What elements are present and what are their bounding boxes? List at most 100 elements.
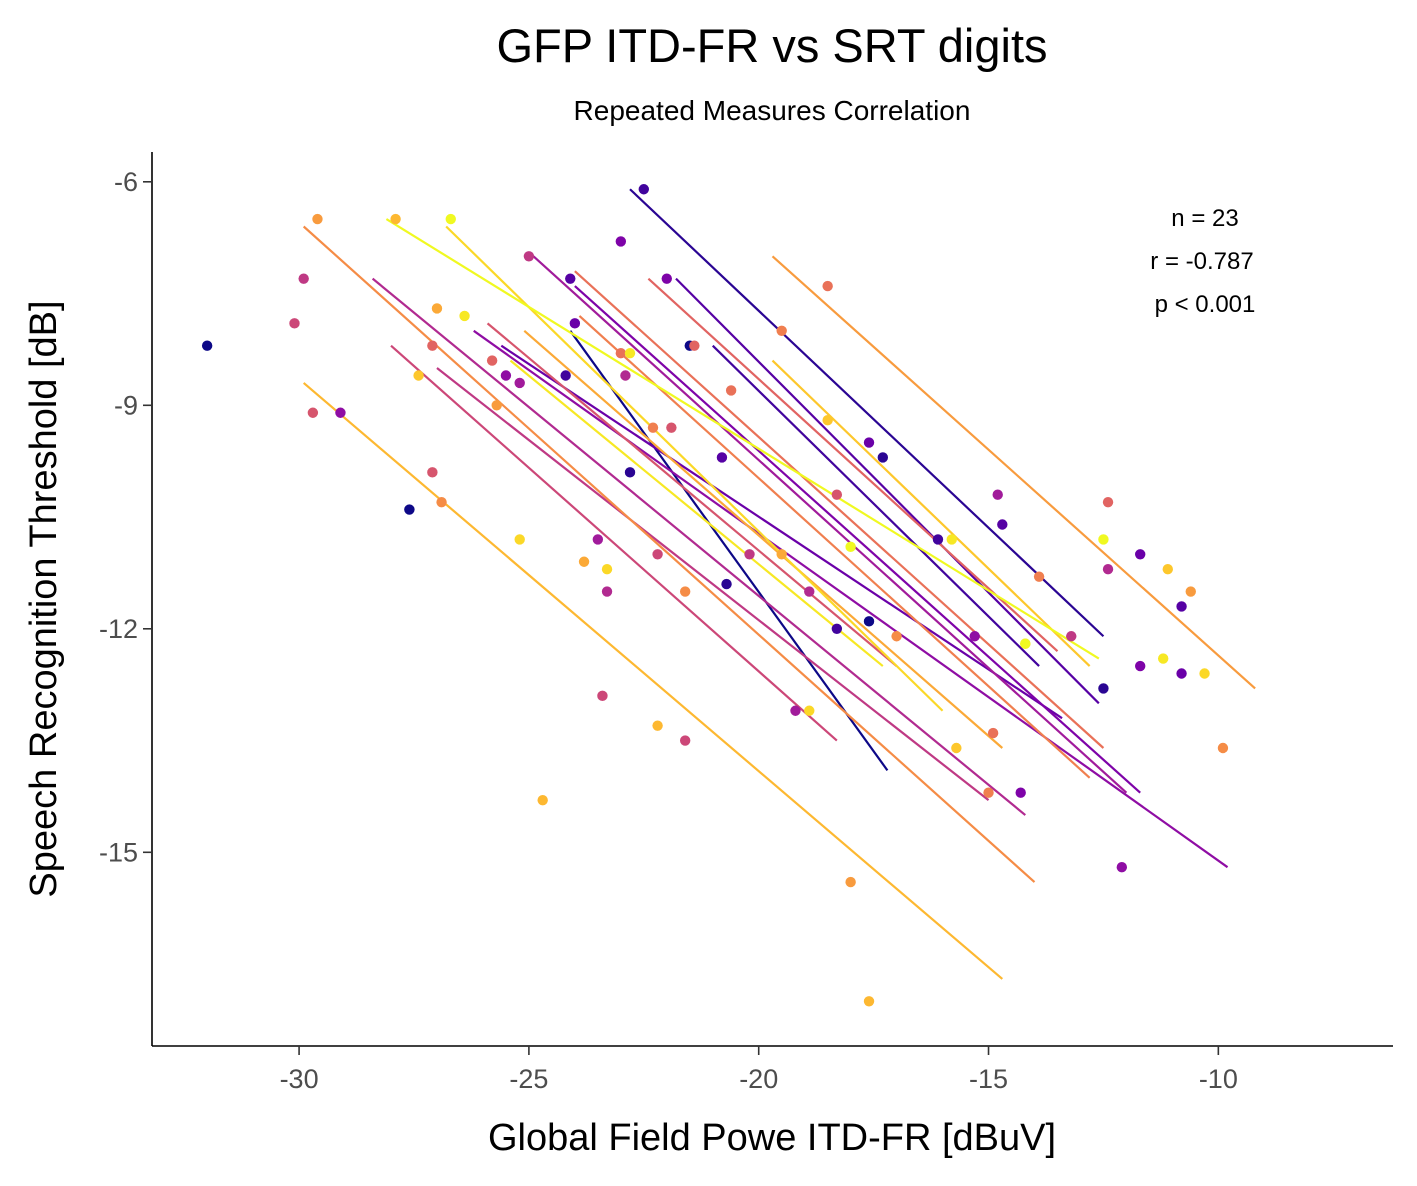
data-point-20-3 [951, 742, 962, 754]
data-point-8-4 [992, 489, 1003, 500]
data-point-7-4 [1116, 862, 1128, 873]
data-point-1-1 [201, 340, 213, 351]
data-point-2-2 [721, 578, 732, 590]
data-point-7-2 [500, 370, 512, 381]
data-point-21-4 [1199, 668, 1210, 679]
data-point-21-3 [804, 705, 815, 716]
fit-line-1 [569, 330, 889, 771]
data-point-8-3 [790, 705, 801, 716]
data-point-20-4 [1162, 564, 1173, 575]
fit-line-7 [473, 329, 1229, 869]
fit-line-22 [509, 359, 884, 667]
fit-line-9 [371, 277, 1026, 816]
data-point-4-4 [1176, 601, 1187, 612]
fit-line-21 [445, 225, 944, 712]
data-point-20-2 [822, 415, 833, 426]
y-tick-label: -6 [114, 167, 138, 197]
data-point-22-1 [459, 310, 470, 322]
data-point-13-1 [427, 340, 438, 351]
x-axis-ticks: -30 -25 -20 -15 -10 [280, 1046, 1238, 1094]
data-point-19-1 [390, 213, 401, 225]
fit-lines [302, 188, 1256, 980]
data-point-22-2 [624, 347, 636, 359]
x-tick-label: -25 [509, 1064, 548, 1094]
data-point-14-3 [822, 280, 833, 292]
data-point-1-2 [404, 504, 415, 515]
fit-line-5 [500, 344, 1063, 720]
fit-line-3 [711, 344, 1040, 667]
fit-line-23 [385, 218, 1100, 660]
data-point-15-3 [983, 787, 994, 798]
fit-line-15 [578, 315, 1091, 779]
data-point-6-3 [1015, 787, 1026, 798]
annotation-r: r = -0.787 [1150, 248, 1253, 275]
data-point-5-2 [863, 437, 875, 448]
data-point-10-2 [523, 251, 535, 262]
x-tick-label: -15 [969, 1064, 1008, 1094]
data-point-13-4 [1102, 496, 1114, 508]
data-point-10-3 [744, 549, 755, 560]
data-point-16-3 [891, 631, 902, 642]
data-point-22-3 [946, 534, 957, 545]
data-point-3-2 [560, 370, 571, 381]
data-point-15-2 [776, 325, 787, 336]
data-point-10-4 [1066, 631, 1077, 642]
data-point-19-3 [652, 720, 663, 731]
fit-line-11 [390, 344, 838, 742]
fit-line-18 [523, 329, 1004, 749]
data-point-17-2 [491, 400, 502, 411]
fit-line-16 [302, 225, 1036, 883]
data-point-3-1 [638, 184, 650, 195]
data-point-9-1 [601, 586, 613, 597]
data-point-13-3 [689, 340, 700, 351]
y-axis-title: Speech Recognition Threshold [dB] [23, 300, 65, 897]
data-point-12-2 [427, 467, 438, 478]
data-point-2-1 [624, 467, 636, 478]
data-point-5-4 [1176, 668, 1187, 679]
data-point-17-4 [1185, 586, 1196, 597]
fit-line-8 [532, 255, 1128, 794]
chart-title: GFP ITD-FR vs SRT digits [496, 19, 1047, 72]
data-point-16-2 [679, 586, 691, 597]
fit-line-13 [647, 277, 1059, 652]
fit-line-12 [486, 322, 898, 667]
fit-line-2 [629, 188, 1105, 638]
data-point-19-4 [863, 996, 875, 1007]
data-point-17-1 [312, 213, 323, 225]
data-point-3-4 [932, 534, 944, 545]
y-tick-label: -15 [99, 837, 138, 867]
data-point-23-1 [445, 213, 456, 225]
data-point-14-4 [987, 727, 999, 739]
fit-line-10 [436, 367, 990, 802]
data-point-19-2 [537, 794, 548, 806]
data-point-6-1 [615, 236, 627, 247]
data-point-15-4 [1033, 571, 1045, 582]
data-point-8-1 [514, 377, 525, 389]
data-point-16-1 [436, 496, 447, 508]
annotation-p: p < 0.001 [1155, 291, 1256, 318]
y-tick-label: -9 [114, 390, 138, 420]
fit-line-14 [574, 270, 1105, 749]
data-point-18-3 [776, 549, 787, 560]
x-tick-label: -10 [1199, 1064, 1238, 1094]
data-point-2-4 [1098, 683, 1109, 694]
chart-subtitle: Repeated Measures Correlation [574, 95, 971, 126]
annotation-n: n = 23 [1171, 205, 1238, 232]
data-point-3-3 [831, 623, 843, 634]
data-point-16-4 [1217, 742, 1229, 754]
data-point-23-3 [1098, 534, 1109, 545]
data-point-6-2 [661, 273, 672, 284]
fit-line-4 [675, 277, 1100, 705]
data-point-8-2 [592, 534, 604, 545]
data-point-22-4 [1157, 653, 1169, 664]
data-point-21-2 [601, 564, 613, 575]
fit-line-20 [771, 359, 1091, 667]
data-point-11-2 [597, 690, 608, 702]
data-point-20-1 [413, 370, 424, 381]
data-point-9-3 [804, 586, 815, 597]
data-points [201, 184, 1229, 1007]
data-point-15-1 [647, 422, 659, 433]
data-point-5-3 [1135, 549, 1146, 560]
